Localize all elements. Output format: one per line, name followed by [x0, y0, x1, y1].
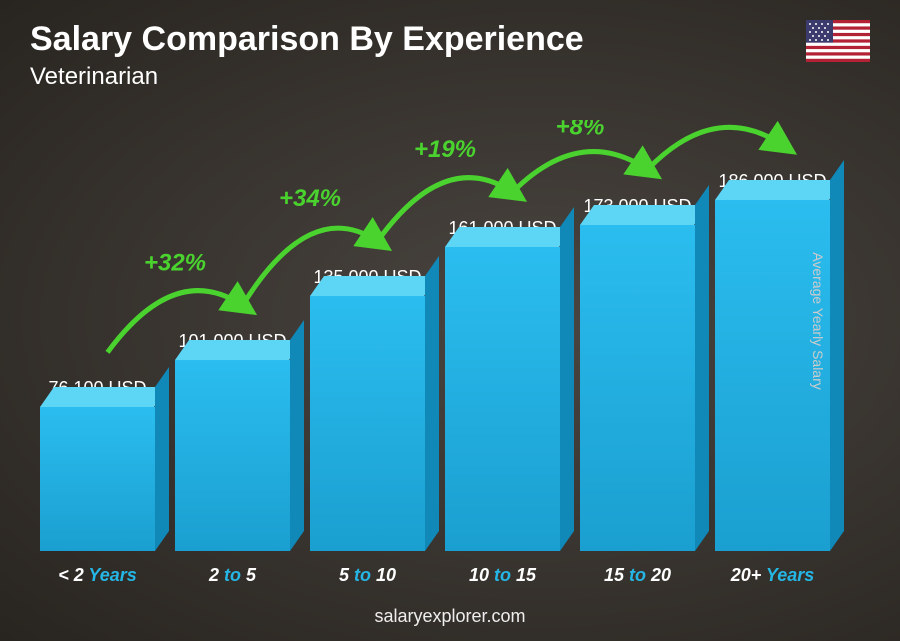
bar-group: 76,100 USD — [34, 378, 161, 551]
bar-group: 161,000 USD — [439, 218, 566, 551]
bar — [310, 296, 424, 551]
bar-group: 101,000 USD — [169, 331, 296, 551]
page-title: Salary Comparison By Experience — [30, 20, 870, 59]
flag-icon — [806, 20, 870, 62]
x-label: 15 to 20 — [574, 565, 701, 586]
bar — [175, 360, 289, 551]
x-label: 10 to 15 — [439, 565, 566, 586]
increment-label: +8% — [556, 120, 605, 141]
bar — [580, 225, 694, 551]
x-label: 5 to 10 — [304, 565, 431, 586]
bar-chart: 76,100 USD101,000 USD135,000 USD161,000 … — [30, 140, 840, 551]
x-label: 2 to 5 — [169, 565, 296, 586]
x-label: < 2 Years — [34, 565, 161, 586]
x-label: 20+ Years — [709, 565, 836, 586]
header: Salary Comparison By Experience Veterina… — [30, 20, 870, 91]
bar — [445, 247, 559, 551]
page-subtitle: Veterinarian — [30, 63, 870, 91]
bar-group: 173,000 USD — [574, 196, 701, 551]
bar-group: 135,000 USD — [304, 267, 431, 551]
x-axis-labels: < 2 Years 2 to 5 5 to 10 10 to 15 15 to 20 20… — [30, 565, 840, 586]
footer-attribution: salaryexplorer.com — [0, 606, 900, 627]
y-axis-label: Average Yearly Salary — [809, 252, 825, 390]
bar — [40, 407, 154, 551]
